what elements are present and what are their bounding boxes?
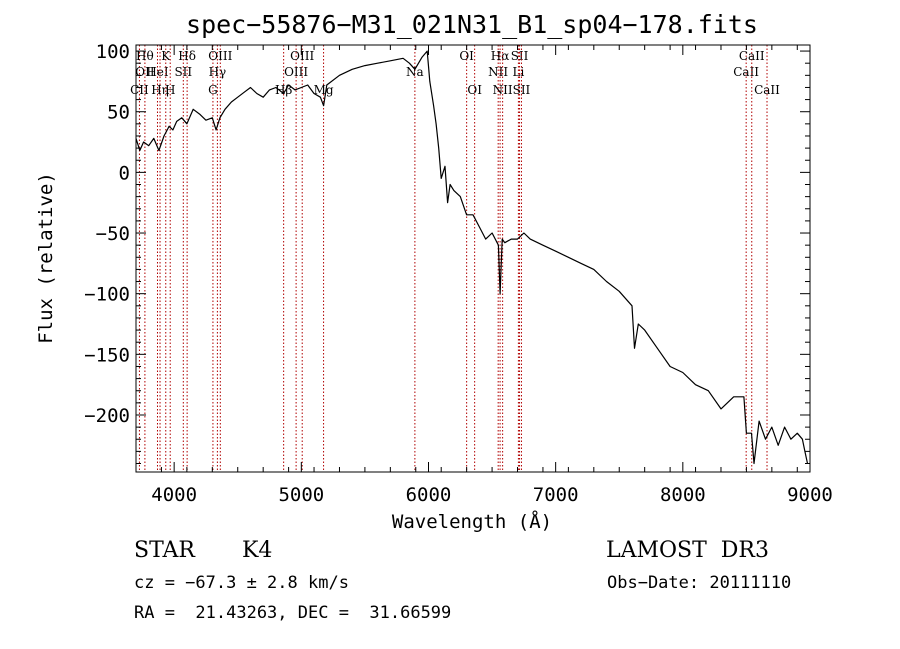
x-axis: 4000 5000 6000 7000 8000 9000 [135, 45, 833, 506]
line-marker-label: G [208, 83, 218, 97]
chart-title: spec−55876−M31_021N31_B1_sp04−178.fits [186, 10, 758, 39]
survey-name: LAMOST DR3 [606, 538, 769, 563]
line-marker-label: OIII [290, 49, 314, 63]
spectrum-line-0 [135, 50, 809, 465]
x-tick-label: 9000 [787, 484, 833, 506]
redshift-cz: cz = −67.3 ± 2.8 km/s [134, 573, 349, 593]
line-marker-label: OIII [208, 49, 232, 63]
line-marker-label: Hη [151, 83, 169, 97]
line-marker-label: Hγ [209, 65, 227, 79]
line-marker-label: OI [467, 83, 482, 97]
line-marker-label: Hα [491, 49, 510, 63]
line-marker-label: SII [174, 65, 192, 79]
line-marker-label: CaII [739, 49, 765, 63]
y-tick-label: −50 [96, 223, 130, 245]
y-tick-label: 0 [119, 162, 130, 184]
plot-frame [135, 44, 811, 473]
line-marker-label: H [165, 83, 175, 97]
line-marker-label: CaII [733, 65, 759, 79]
line-marker-label: CaII [754, 83, 780, 97]
x-axis-label: Wavelength (Å) [392, 510, 552, 533]
x-tick-label: 7000 [533, 484, 579, 506]
object-class: STAR [134, 538, 195, 563]
y-tick-label: 100 [96, 41, 130, 63]
line-marker-label: CII [130, 83, 149, 97]
line-marker-label: SII [511, 49, 529, 63]
line-marker-label: OIII [284, 65, 308, 79]
y-axis: 100 50 0 −50 −100 −150 −200 [84, 41, 810, 465]
line-marker-label: SII [513, 83, 531, 97]
line-marker-label: Li [512, 65, 524, 79]
y-axis-label: Flux (relative) [35, 172, 57, 344]
line-marker-label: HeI [146, 65, 169, 79]
x-tick-label: 8000 [660, 484, 706, 506]
line-marker-label: NII [488, 65, 508, 79]
x-tick-label: 6000 [406, 484, 452, 506]
line-marker-label: Hδ [178, 49, 196, 63]
line-marker-label: Hθ [136, 49, 154, 63]
line-marker-label: Mg [314, 83, 334, 97]
x-tick-label: 5000 [278, 484, 324, 506]
observation-date: Obs−Date: 20111110 [607, 573, 792, 593]
y-tick-label: −200 [84, 405, 130, 427]
coordinates: RA = 21.43263, DEC = 31.66599 [134, 603, 452, 623]
spectrum-series [135, 50, 809, 465]
object-subclass: K4 [242, 538, 273, 563]
line-marker-label: NII [493, 83, 513, 97]
x-tick-label: 4000 [151, 484, 197, 506]
line-marker-label: OI [459, 49, 474, 63]
y-tick-label: 50 [107, 102, 130, 124]
line-marker-label: Hβ [275, 83, 292, 97]
y-tick-label: −150 [84, 344, 130, 366]
y-tick-label: −100 [84, 284, 130, 306]
line-marker-label: Na [406, 65, 424, 79]
line-marker-label: K [161, 49, 171, 63]
line-markers: CIIHθOIIHeIHηKHSIIHδGHγOIIIHβOIIIOIIIMgN… [130, 45, 780, 472]
